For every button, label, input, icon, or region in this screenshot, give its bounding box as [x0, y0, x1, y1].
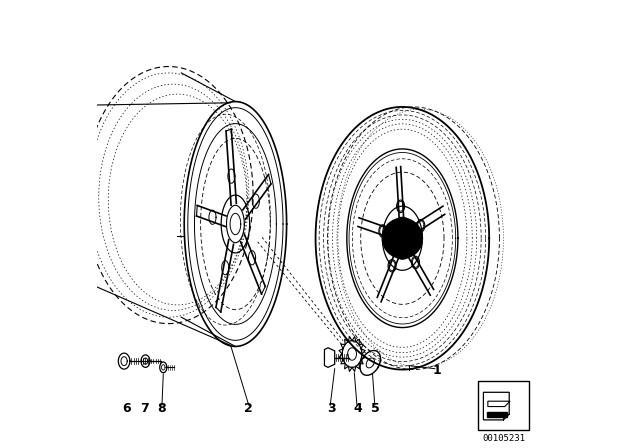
Ellipse shape	[397, 229, 408, 247]
Circle shape	[382, 218, 422, 258]
Ellipse shape	[399, 233, 406, 244]
Text: 5: 5	[371, 402, 380, 415]
Text: 7: 7	[140, 402, 148, 415]
Polygon shape	[483, 392, 509, 420]
Ellipse shape	[388, 259, 396, 272]
Ellipse shape	[389, 217, 416, 259]
Text: 1: 1	[432, 364, 441, 377]
Text: 2: 2	[244, 402, 253, 415]
Text: 8: 8	[157, 402, 166, 415]
Ellipse shape	[397, 200, 404, 212]
Text: 3: 3	[327, 402, 335, 415]
Text: 6: 6	[122, 402, 131, 415]
Ellipse shape	[417, 220, 425, 232]
Ellipse shape	[412, 256, 419, 269]
Text: 00105231: 00105231	[482, 434, 525, 443]
Polygon shape	[487, 412, 507, 417]
Ellipse shape	[379, 225, 387, 237]
Text: 4: 4	[353, 402, 362, 415]
